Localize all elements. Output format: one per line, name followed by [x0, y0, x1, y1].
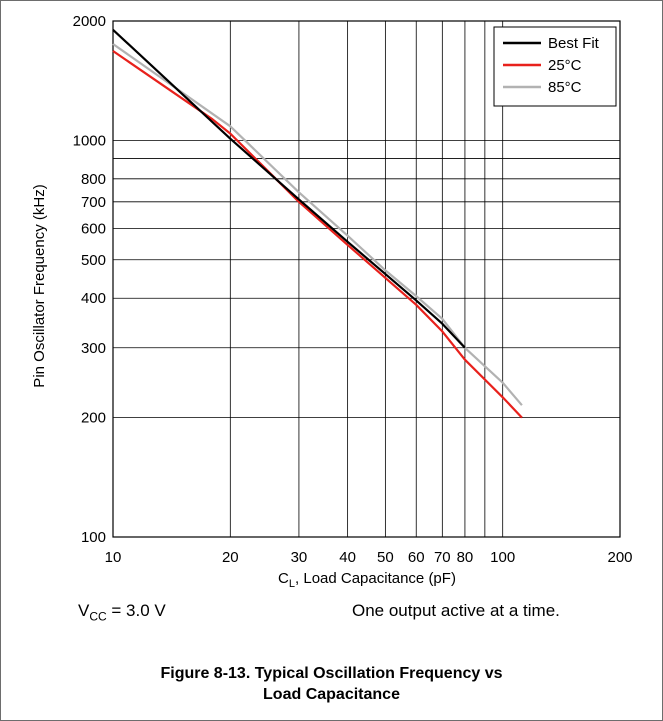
x-tick-label: 80: [457, 549, 474, 566]
vcc-note-rest: = 3.0 V: [106, 601, 166, 620]
y-tick-label: 600: [81, 220, 106, 237]
chart-legend: Best Fit 25°C 85°C: [493, 26, 617, 107]
legend-label-2: 85°C: [548, 79, 582, 96]
x-tick-label: 40: [339, 549, 356, 566]
y-tick-label: 500: [81, 252, 106, 269]
legend-box: [493, 26, 617, 107]
caption-line-2: Load Capacitance: [263, 686, 400, 703]
y-tick-label: 100: [81, 529, 106, 546]
output-note: One output active at a time.: [352, 601, 560, 620]
chart-ticks: 10 20 30 40 50 60 70 80 100 200 100 200 300 400 500 600…: [73, 13, 633, 566]
x-axis-label: CL, Load Capacitance (pF): [278, 570, 456, 590]
caption-line-1: Figure 8-13. Typical Oscillation Frequen…: [160, 665, 503, 682]
x-axis-label-rest: , Load Capacitance (pF): [295, 570, 456, 587]
x-tick-label: 30: [291, 549, 308, 566]
y-tick-label: 200: [81, 410, 106, 427]
legend-label-0: Best Fit: [548, 35, 600, 52]
x-tick-label: 70: [434, 549, 451, 566]
vcc-note-main: V: [78, 601, 90, 620]
series-line-0: [112, 28, 466, 349]
series-line-2: [112, 43, 523, 406]
chart-grid: [112, 20, 621, 538]
x-tick-label: 50: [377, 549, 394, 566]
y-tick-label: 300: [81, 340, 106, 357]
x-tick-label: 20: [222, 549, 239, 566]
x-axis-label-main: C: [278, 570, 289, 587]
vcc-note: VCC = 3.0 V: [78, 601, 166, 623]
y-tick-label: 700: [81, 194, 106, 211]
y-tick-label: 400: [81, 290, 106, 307]
x-tick-label: 60: [408, 549, 425, 566]
y-tick-label: 1000: [73, 132, 106, 149]
legend-label-1: 25°C: [548, 57, 582, 74]
figure-caption: Figure 8-13. Typical Oscillation Frequen…: [0, 663, 663, 705]
chart: 10 20 30 40 50 60 70 80 100 200 100 200 300 400 500 600…: [31, 13, 633, 590]
x-tick-label: 200: [607, 549, 632, 566]
y-tick-label: 800: [81, 171, 106, 188]
x-tick-label: 100: [490, 549, 515, 566]
y-axis-label: Pin Oscillator Frequency (kHz): [31, 184, 48, 387]
vcc-note-sub: CC: [89, 609, 107, 624]
x-axis-label-sub: L: [289, 578, 295, 590]
chart-series: [112, 28, 523, 419]
series-line-1: [112, 50, 523, 419]
y-tick-label: 2000: [73, 13, 106, 30]
x-tick-label: 10: [105, 549, 122, 566]
